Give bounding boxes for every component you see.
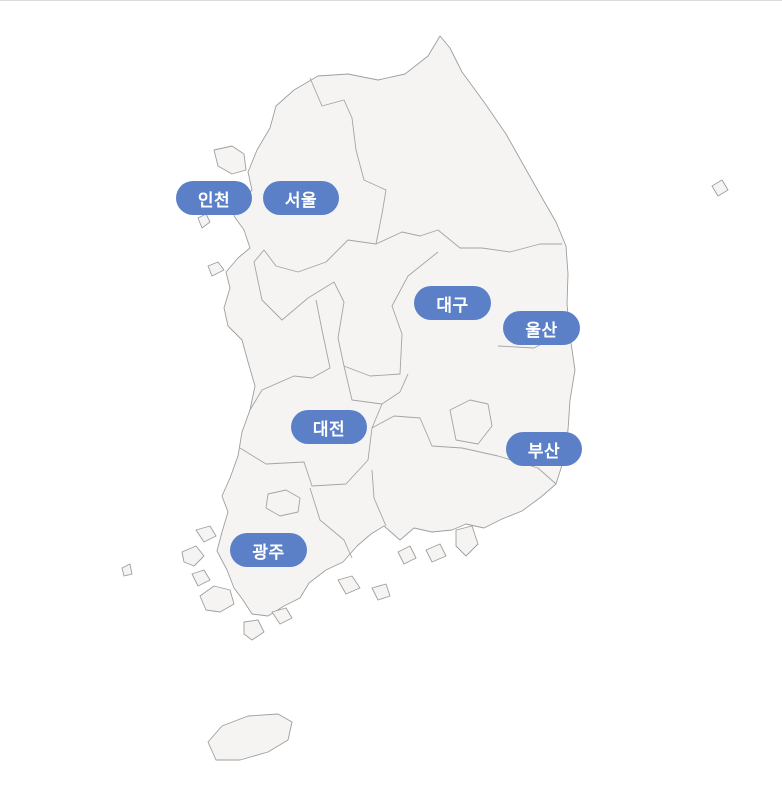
city-label-gwangju: 광주	[252, 542, 285, 563]
city-label-seoul: 서울	[284, 190, 318, 211]
city-pin-daegu[interactable]: 대구	[414, 286, 491, 320]
province-borders	[239, 77, 569, 559]
city-label-daejeon: 대전	[312, 419, 346, 440]
city-pin-seoul[interactable]: 서울	[263, 181, 339, 215]
jeju-island	[207, 713, 293, 761]
south-island-3	[337, 575, 361, 595]
city-label-busan: 부산	[527, 441, 561, 462]
city-label-daegu: 대구	[436, 295, 469, 316]
sw-island-1	[195, 525, 217, 543]
south-island-6	[425, 543, 447, 563]
map-land	[121, 35, 729, 761]
sw-island-3	[191, 569, 211, 587]
south-island-5	[397, 545, 417, 565]
west-island-2	[207, 261, 225, 277]
city-label-incheon: 인천	[197, 190, 231, 211]
city-pin-ulsan[interactable]: 울산	[503, 311, 580, 345]
south-island-2	[271, 607, 293, 625]
city-label-ulsan: 울산	[525, 320, 558, 341]
ganghwa-island	[213, 145, 247, 175]
city-pin-busan[interactable]: 부산	[506, 432, 582, 466]
city-pin-gwangju[interactable]: 광주	[230, 533, 307, 567]
sw-island-2	[181, 545, 205, 567]
geoje-island	[455, 525, 479, 557]
south-island-1	[243, 619, 265, 641]
ulleung-island	[711, 179, 729, 197]
west-far-island	[121, 563, 133, 577]
south-island-4	[371, 583, 391, 601]
city-pin-incheon[interactable]: 인천	[176, 181, 252, 215]
sw-island-4	[199, 585, 235, 613]
top-divider	[0, 0, 782, 1]
west-island-1	[197, 213, 211, 229]
city-pin-daejeon[interactable]: 대전	[291, 410, 367, 444]
